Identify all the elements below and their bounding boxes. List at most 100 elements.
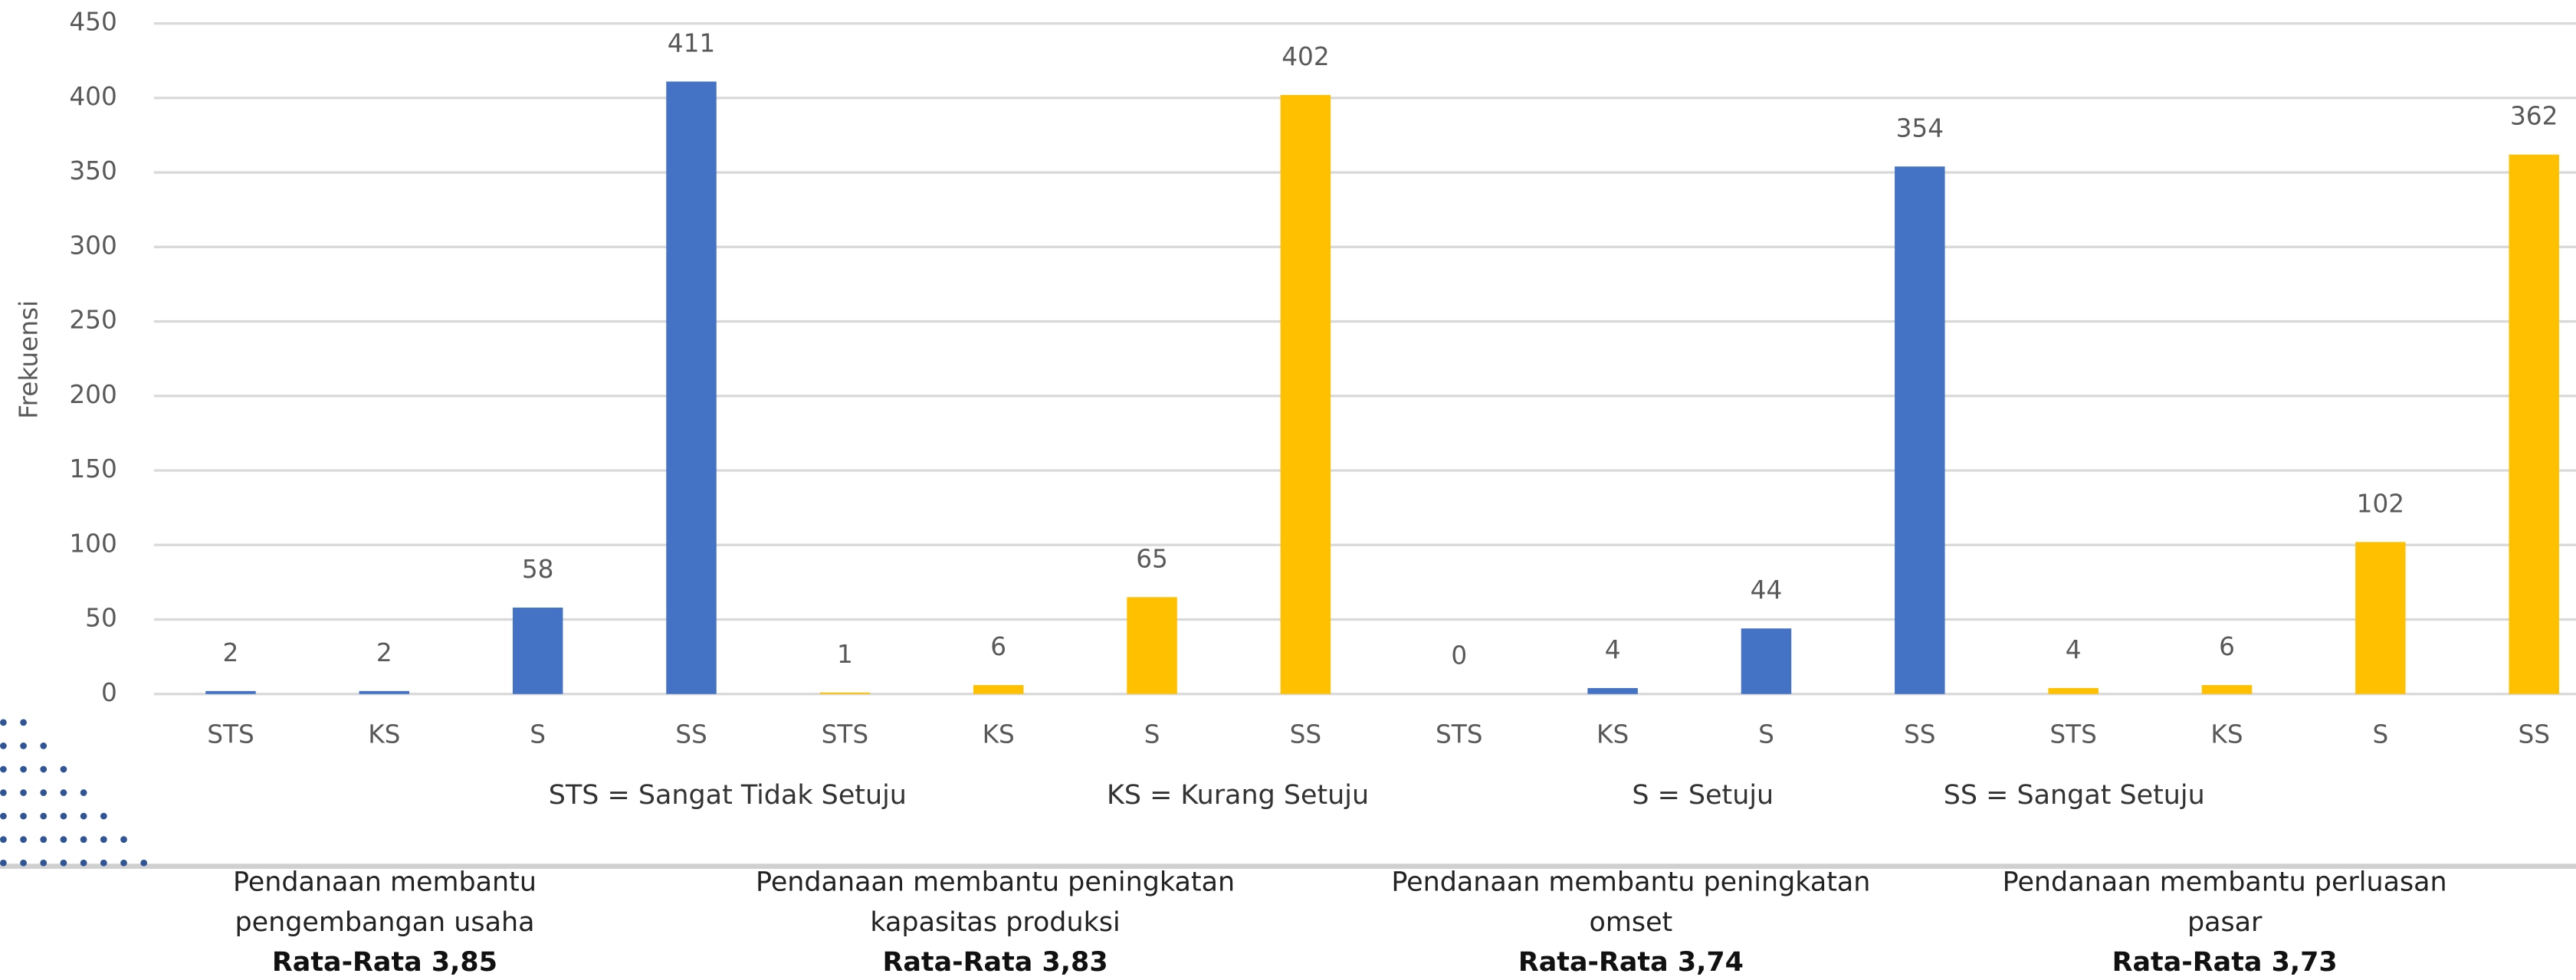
value-label: 58	[522, 555, 554, 584]
value-label: 354	[1896, 113, 1944, 143]
group-mean: Rata-Rata 3,83	[883, 947, 1108, 978]
group-mean: Rata-Rata 3,74	[1518, 947, 1744, 978]
group-label: pengembangan usaha	[235, 907, 534, 938]
dot	[0, 719, 7, 726]
value-label: 362	[2510, 102, 2558, 131]
dot	[20, 742, 27, 749]
value-label: 2	[376, 638, 392, 667]
y-tick-label: 400	[69, 82, 116, 111]
bar	[2202, 685, 2252, 694]
dot	[0, 742, 7, 749]
dot	[40, 742, 47, 749]
value-label: 4	[2066, 635, 2082, 664]
dot	[40, 766, 47, 773]
dot	[20, 719, 27, 726]
dot	[100, 836, 107, 843]
dot	[61, 789, 67, 796]
x-tick-label: STS	[2049, 719, 2097, 749]
y-tick-label: 350	[69, 156, 116, 185]
bar	[2048, 688, 2098, 694]
y-tick-label: 200	[69, 380, 116, 409]
x-tick-label: SS	[1290, 719, 1322, 749]
value-label: 1	[837, 640, 853, 669]
value-label: 411	[668, 28, 715, 57]
value-label: 0	[1451, 641, 1467, 670]
dot	[80, 836, 87, 843]
value-label: 402	[1281, 42, 1329, 71]
legend-note: SS = Sangat Setuju	[1944, 780, 2205, 811]
x-tick-label: S	[2372, 719, 2388, 749]
y-tick-label: 50	[85, 604, 117, 633]
group-label: pasar	[2187, 907, 2263, 938]
bar	[666, 81, 716, 693]
group-label: Pendanaan membantu	[233, 867, 537, 897]
dot	[80, 813, 87, 820]
legend-note: S = Setuju	[1632, 780, 1774, 811]
value-label: 65	[1136, 544, 1168, 573]
x-tick-label: SS	[1904, 719, 1936, 749]
y-tick-label: 250	[69, 306, 116, 335]
dot	[140, 860, 147, 867]
group-label: omset	[1590, 907, 1673, 938]
dot	[20, 789, 27, 796]
dot	[0, 836, 7, 843]
decoration-dots	[0, 719, 147, 866]
page: Frekuensi 0 50 100 150 200 250 300 350 400 450 STS…	[0, 0, 2576, 980]
dot	[20, 766, 27, 773]
bar	[359, 691, 409, 694]
dot	[61, 836, 67, 843]
dot	[0, 766, 7, 773]
x-tick-label: STS	[822, 719, 869, 749]
value-label: 2	[223, 638, 239, 667]
x-tick-label: KS	[2210, 719, 2243, 749]
y-tick-label: 150	[69, 454, 116, 483]
bar	[2355, 542, 2405, 693]
x-tick-label: STS	[207, 719, 254, 749]
dot	[61, 860, 67, 867]
x-tick-label: SS	[2518, 719, 2550, 749]
dot	[61, 813, 67, 820]
chart: Frekuensi 0 50 100 150 200 250 300 350 400 450 STS…	[0, 0, 2576, 980]
dot	[40, 860, 47, 867]
dot	[20, 836, 27, 843]
dot	[0, 860, 7, 867]
dot	[120, 836, 127, 843]
y-axis-label: Frekuensi	[14, 300, 43, 419]
dot	[80, 860, 87, 867]
bar	[1281, 95, 1331, 694]
bar	[1127, 597, 1176, 693]
bar	[205, 691, 255, 694]
x-tick-label: KS	[983, 719, 1015, 749]
x-tick-label: S	[530, 719, 546, 749]
dot	[0, 789, 7, 796]
legend-note: KS = Kurang Setuju	[1107, 780, 1369, 811]
x-tick-label: SS	[675, 719, 707, 749]
dot	[40, 789, 47, 796]
group-label: kapasitas produksi	[870, 907, 1120, 938]
value-label: 6	[990, 632, 1006, 661]
x-tick-label: STS	[1436, 719, 1483, 749]
x-tick-label: KS	[1596, 719, 1629, 749]
y-tick-label: 450	[69, 8, 116, 37]
group-label: Pendanaan membantu peningkatan	[756, 867, 1235, 897]
bar	[1741, 628, 1791, 694]
dot	[40, 813, 47, 820]
dot	[80, 789, 87, 796]
dot	[0, 813, 7, 820]
dot	[20, 813, 27, 820]
group-mean: Rata-Rata 3,73	[2112, 947, 2338, 978]
dot	[61, 766, 67, 773]
x-tick-label: S	[1758, 719, 1774, 749]
group-mean: Rata-Rata 3,85	[272, 947, 497, 978]
legend-note: STS = Sangat Tidak Setuju	[549, 780, 907, 811]
bar	[973, 685, 1023, 694]
value-label: 102	[2357, 489, 2404, 518]
dot	[20, 860, 27, 867]
y-tick-label: 100	[69, 529, 116, 558]
dot	[40, 836, 47, 843]
y-tick-label: 300	[69, 231, 116, 260]
bar	[2509, 155, 2558, 694]
dot	[100, 813, 107, 820]
value-label: 4	[1605, 635, 1621, 664]
group-label: Pendanaan membantu peningkatan	[1391, 867, 1870, 897]
